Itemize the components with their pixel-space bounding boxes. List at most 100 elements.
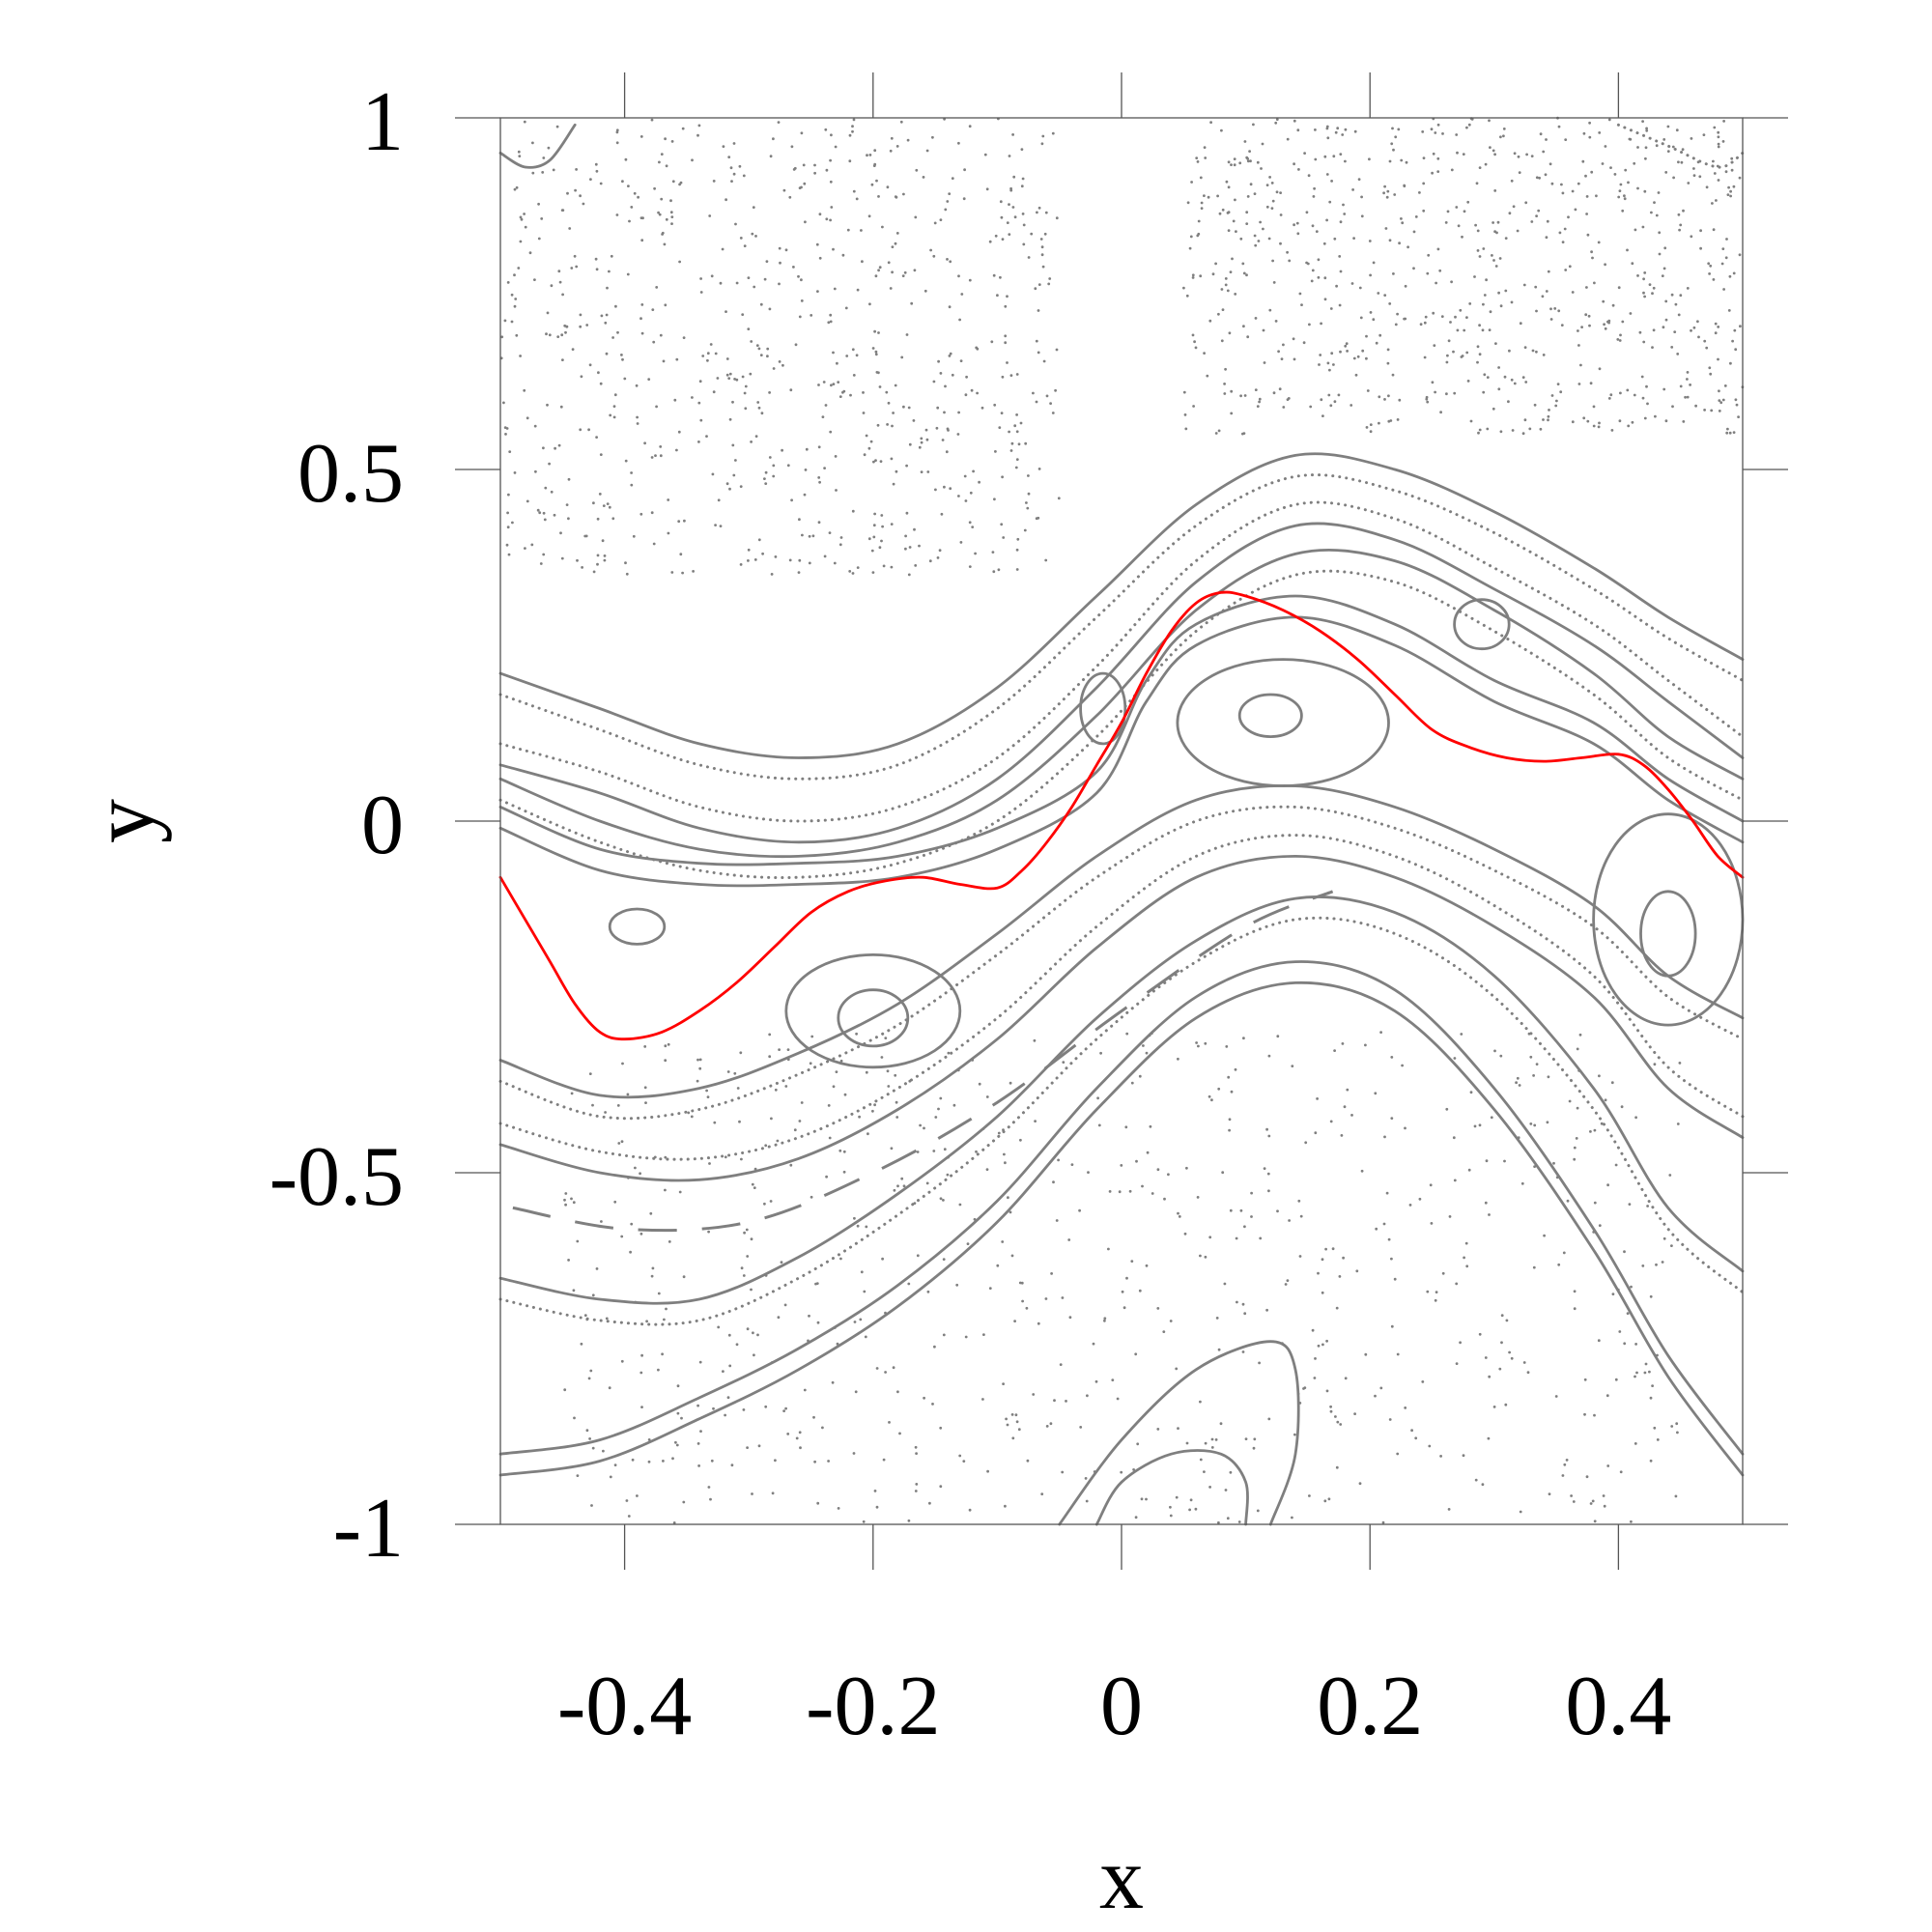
- chaotic-point: [1145, 1497, 1148, 1501]
- chaotic-point: [1549, 318, 1553, 321]
- chaotic-point: [1441, 1271, 1445, 1275]
- chaotic-point: [1208, 1486, 1211, 1489]
- chaotic-point: [972, 469, 975, 473]
- chaotic-point: [1617, 195, 1621, 199]
- chaotic-point: [1047, 282, 1051, 286]
- chaotic-point: [657, 211, 660, 214]
- chaotic-point: [1314, 157, 1318, 161]
- chaotic-point: [650, 511, 654, 515]
- chaotic-point: [1239, 237, 1243, 241]
- chaotic-point: [588, 363, 592, 367]
- chaotic-point: [734, 459, 737, 462]
- chaotic-point: [817, 521, 821, 525]
- chaotic-point: [1446, 210, 1450, 213]
- chaotic-point: [1337, 393, 1341, 397]
- chaotic-point: [1268, 176, 1271, 179]
- chaotic-point: [650, 456, 654, 459]
- chaotic-point: [1219, 1422, 1223, 1426]
- chaotic-point: [1568, 265, 1572, 269]
- chaotic-point: [602, 504, 606, 507]
- chaotic-point: [1330, 352, 1334, 355]
- y-tick-label: -1: [333, 1482, 404, 1576]
- chaotic-point: [1023, 528, 1027, 532]
- chaotic-point: [1483, 373, 1487, 377]
- chaotic-point: [747, 559, 750, 562]
- chaotic-point: [1009, 449, 1013, 452]
- chaotic-point: [873, 512, 876, 516]
- chaotic-point: [1339, 153, 1343, 156]
- chaotic-point: [564, 330, 567, 334]
- chaotic-point: [655, 405, 658, 409]
- chaotic-point: [633, 191, 637, 195]
- chaotic-point: [1638, 330, 1642, 334]
- chaotic-point: [1345, 342, 1349, 346]
- chaotic-point: [1241, 432, 1244, 436]
- chaotic-point: [1196, 1196, 1200, 1199]
- chaotic-point: [912, 419, 916, 422]
- chaotic-point: [605, 1317, 609, 1321]
- chaotic-point: [1546, 219, 1549, 223]
- chaotic-point: [1332, 363, 1335, 366]
- chaotic-point: [964, 499, 968, 502]
- chaotic-point: [1262, 227, 1264, 231]
- chaotic-point: [1369, 430, 1373, 434]
- chaotic-point: [524, 225, 527, 229]
- chaotic-point: [1606, 1464, 1610, 1467]
- chaotic-point: [936, 406, 940, 410]
- chaotic-point: [1545, 236, 1548, 240]
- chaotic-point: [1278, 387, 1282, 391]
- chaotic-point: [1188, 1508, 1191, 1512]
- chaotic-point: [1734, 348, 1738, 352]
- chaotic-point: [1209, 121, 1212, 125]
- chaotic-point: [996, 294, 999, 298]
- chaotic-point: [1449, 321, 1452, 324]
- chaotic-point: [650, 118, 654, 122]
- chaotic-point: [1432, 152, 1435, 156]
- chaotic-point: [837, 381, 840, 384]
- chaotic-point: [810, 1035, 814, 1038]
- chaotic-point: [1386, 348, 1390, 352]
- chaotic-point: [1627, 424, 1631, 428]
- chaotic-point: [1318, 363, 1321, 366]
- chaotic-point: [678, 260, 681, 264]
- chaotic-point: [1730, 156, 1734, 160]
- chaotic-point: [1257, 240, 1261, 242]
- chaotic-point: [1662, 138, 1666, 141]
- chaotic-point: [1388, 159, 1392, 163]
- chaotic-point: [542, 553, 546, 556]
- chaotic-point: [573, 1416, 576, 1420]
- invariant-curve: [498, 594, 1745, 867]
- chaotic-point: [1236, 1300, 1238, 1304]
- chaotic-point: [1229, 1208, 1233, 1212]
- chaotic-point: [1534, 285, 1538, 289]
- chaotic-point: [1582, 416, 1586, 420]
- chaotic-point: [1697, 335, 1700, 339]
- chaotic-point: [1381, 1520, 1385, 1524]
- chaotic-point: [624, 561, 627, 565]
- chaotic-point: [790, 498, 793, 502]
- chaotic-point: [1634, 1116, 1637, 1120]
- chaotic-point: [1086, 1394, 1089, 1398]
- chaotic-point: [1507, 400, 1510, 404]
- invariant-curve: [498, 783, 1745, 1099]
- chaotic-point: [1103, 1317, 1107, 1321]
- chaotic-point: [1383, 185, 1386, 188]
- chaotic-point: [589, 178, 592, 182]
- chaotic-point: [734, 222, 737, 226]
- chaotic-point: [1002, 536, 1006, 539]
- chaotic-point: [709, 1497, 712, 1501]
- chaotic-point: [1177, 1427, 1179, 1430]
- chaotic-point: [523, 120, 526, 124]
- chaotic-point: [792, 266, 795, 269]
- chaotic-point: [1492, 259, 1495, 262]
- chaotic-point: [898, 1432, 901, 1435]
- chaotic-point: [1725, 431, 1729, 435]
- chaotic-point: [714, 524, 717, 526]
- chaotic-point: [852, 189, 856, 193]
- chaotic-point: [882, 1458, 886, 1462]
- chaotic-point: [1454, 315, 1457, 319]
- chaotic-point: [515, 333, 519, 337]
- chaotic-point: [1595, 194, 1598, 198]
- chaotic-point: [1234, 293, 1237, 296]
- chaotic-point: [1489, 310, 1492, 314]
